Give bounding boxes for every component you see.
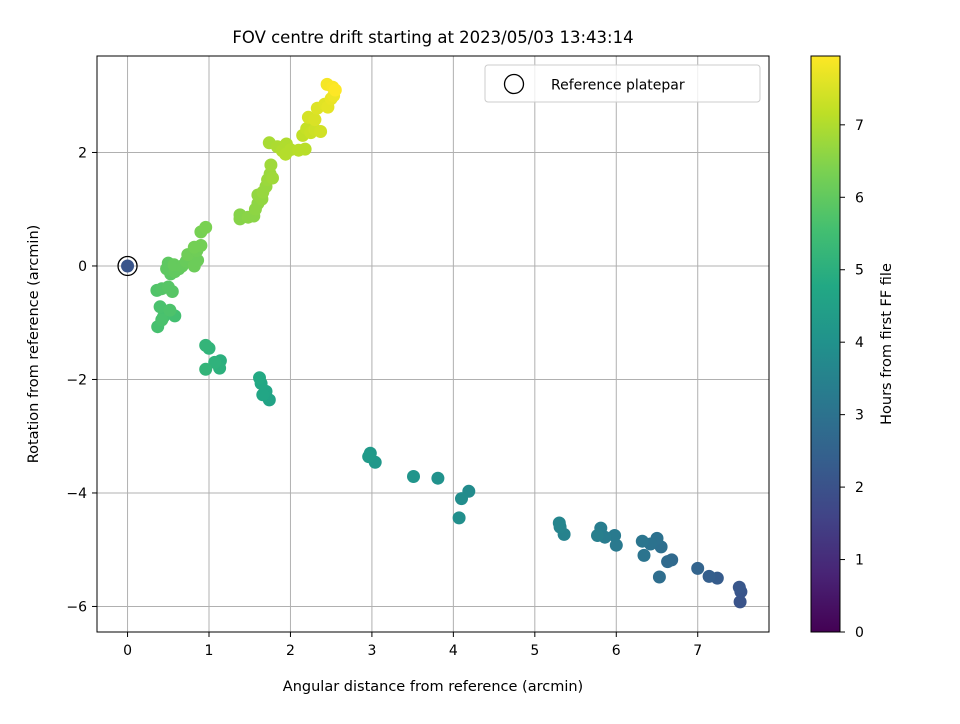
data-point <box>191 253 205 267</box>
x-tick-label: 6 <box>612 643 621 659</box>
y-axis-label: Rotation from reference (arcmin) <box>26 225 42 464</box>
x-tick-label: 7 <box>693 643 702 659</box>
y-tick-label: −6 <box>66 599 87 615</box>
data-point <box>691 561 705 575</box>
colorbar-tick-label: 4 <box>855 335 864 351</box>
x-tick-label: 4 <box>449 643 458 659</box>
data-point <box>165 285 179 298</box>
colorbar-tick-label: 2 <box>855 480 864 496</box>
data-point <box>208 355 222 369</box>
colorbar-ticks: 0 1 2 3 4 5 6 7 <box>840 118 864 641</box>
data-point <box>155 313 169 327</box>
data-point <box>199 338 213 352</box>
x-tick-label: 3 <box>367 643 376 659</box>
data-point <box>199 220 213 234</box>
colorbar-tick-label: 1 <box>855 553 864 569</box>
data-point <box>199 362 213 376</box>
data-point <box>256 388 270 402</box>
data-point <box>187 240 201 254</box>
colorbar-tick-label: 7 <box>855 118 864 134</box>
data-point <box>264 158 278 172</box>
x-tick-label: 5 <box>530 643 539 659</box>
data-point <box>608 529 622 542</box>
data-point <box>455 492 468 506</box>
data-point <box>661 555 675 569</box>
colorbar-label: Hours from first FF file <box>879 263 895 425</box>
grid-lines <box>97 56 769 632</box>
y-tick-label: 2 <box>78 145 87 161</box>
legend: Reference platepar <box>484 64 761 103</box>
data-point <box>431 471 445 485</box>
data-point <box>362 450 376 464</box>
y-tick-label: 0 <box>78 259 87 275</box>
colorbar: 0 1 2 3 4 5 6 7 Hours from first FF file <box>810 55 895 641</box>
data-point <box>407 470 420 483</box>
y-tick-label: −4 <box>66 486 87 502</box>
data-point <box>153 300 167 314</box>
data-point <box>314 125 328 138</box>
reference-data-point <box>121 259 135 273</box>
plot-frame <box>96 55 770 633</box>
x-axis-ticks: 0 1 2 3 4 5 6 7 <box>123 632 702 659</box>
data-point <box>452 511 466 525</box>
y-axis-ticks: −6 −4 −2 0 2 <box>66 145 97 615</box>
data-point <box>609 538 623 552</box>
legend-box <box>484 64 761 103</box>
data-point <box>298 142 312 156</box>
x-tick-label: 1 <box>205 643 214 659</box>
data-point <box>253 371 266 385</box>
colorbar-tick-label: 6 <box>855 190 864 206</box>
colorbar-tick-label: 3 <box>855 408 864 424</box>
data-point <box>733 595 747 609</box>
x-axis-label: Angular distance from reference (arcmin) <box>283 679 583 695</box>
colorbar-tick-label: 5 <box>855 263 864 279</box>
legend-label: Reference platepar <box>551 78 685 94</box>
data-point <box>652 570 666 584</box>
colorbar-tick-label: 0 <box>855 625 864 641</box>
data-point <box>702 569 716 583</box>
data-point <box>328 83 342 97</box>
data-point <box>591 529 604 542</box>
data-point <box>266 171 279 185</box>
data-point <box>552 516 566 530</box>
x-tick-label: 2 <box>286 643 295 659</box>
data-point <box>308 113 322 127</box>
reference-platepar-marker <box>117 255 138 277</box>
y-tick-label: −2 <box>66 372 87 388</box>
data-point <box>732 580 746 594</box>
colorbar-gradient <box>810 55 841 633</box>
chart-title: FOV centre drift starting at 2023/05/03 … <box>232 28 633 47</box>
reference-ring <box>117 255 138 277</box>
data-point <box>635 534 649 548</box>
data-point <box>163 303 177 317</box>
legend-marker-icon <box>503 73 525 95</box>
data-point <box>637 548 651 562</box>
x-tick-label: 0 <box>123 643 132 659</box>
data-points <box>150 77 748 609</box>
